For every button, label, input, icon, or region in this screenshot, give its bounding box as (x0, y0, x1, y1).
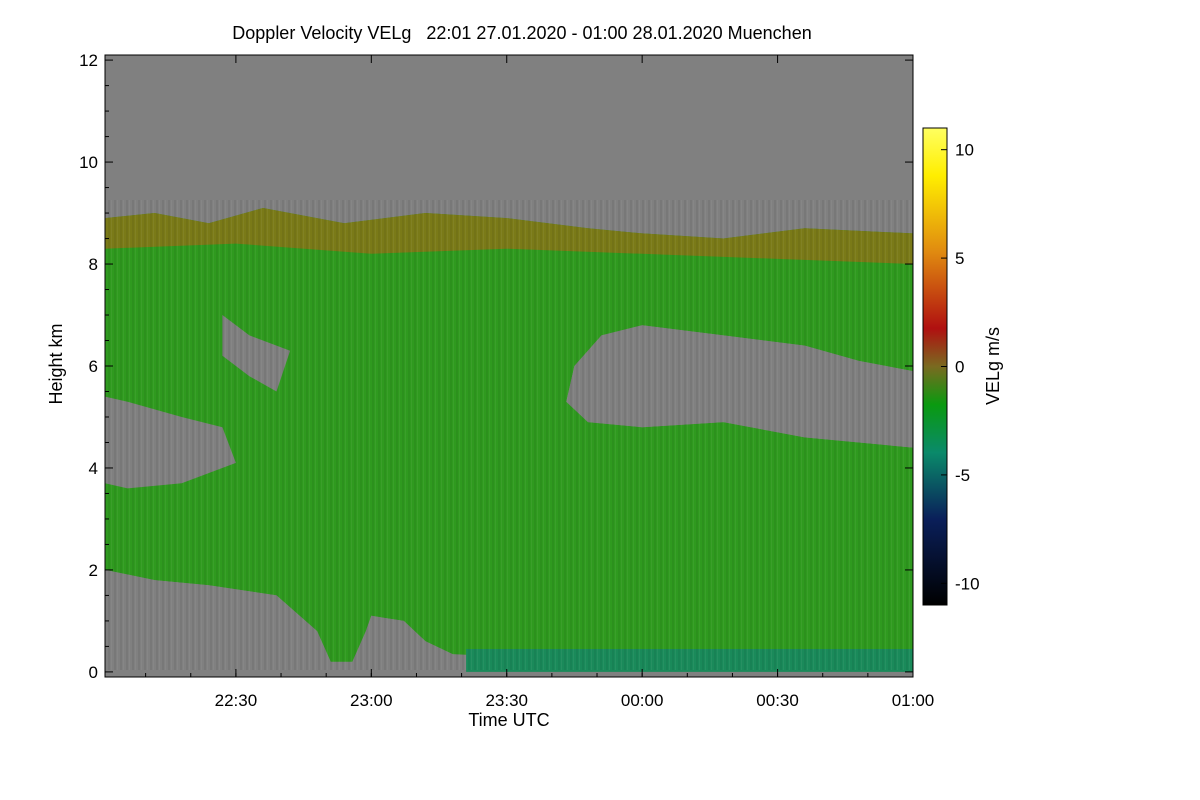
x-tick-label: 22:30 (215, 691, 258, 710)
y-tick-label: 12 (79, 51, 98, 70)
colorbar-tick-label: 0 (955, 358, 964, 377)
colorbar-label: VELg m/s (983, 327, 1003, 405)
x-tick-label: 23:30 (485, 691, 528, 710)
x-axis-label: Time UTC (468, 710, 549, 730)
y-tick-label: 6 (89, 357, 98, 376)
y-tick-label: 8 (89, 255, 98, 274)
colorbar-tick-label: -10 (955, 574, 980, 593)
colorbar-ticks: 10 5 0 -5 -10 (941, 141, 980, 593)
chart-title: Doppler Velocity VELg 22:01 27.01.2020 -… (232, 23, 811, 43)
colorbar-tick-label: -5 (955, 466, 970, 485)
y-tick-label: 10 (79, 153, 98, 172)
x-tick-label: 01:00 (892, 691, 935, 710)
streak-texture (105, 200, 913, 670)
colorbar-tick-label: 10 (955, 141, 974, 160)
x-axis: 22:30 23:00 23:30 00:00 00:30 01:00 (145, 55, 935, 710)
y-tick-label: 2 (89, 561, 98, 580)
x-tick-label: 00:30 (756, 691, 799, 710)
y-axis: 0 2 4 6 8 10 12 (79, 51, 913, 682)
y-tick-label: 0 (89, 663, 98, 682)
colorbar-tick-label: 5 (955, 249, 964, 268)
x-tick-label: 23:00 (350, 691, 393, 710)
y-tick-label: 4 (89, 459, 98, 478)
x-tick-label: 00:00 (621, 691, 664, 710)
y-axis-label: Height km (46, 323, 66, 404)
